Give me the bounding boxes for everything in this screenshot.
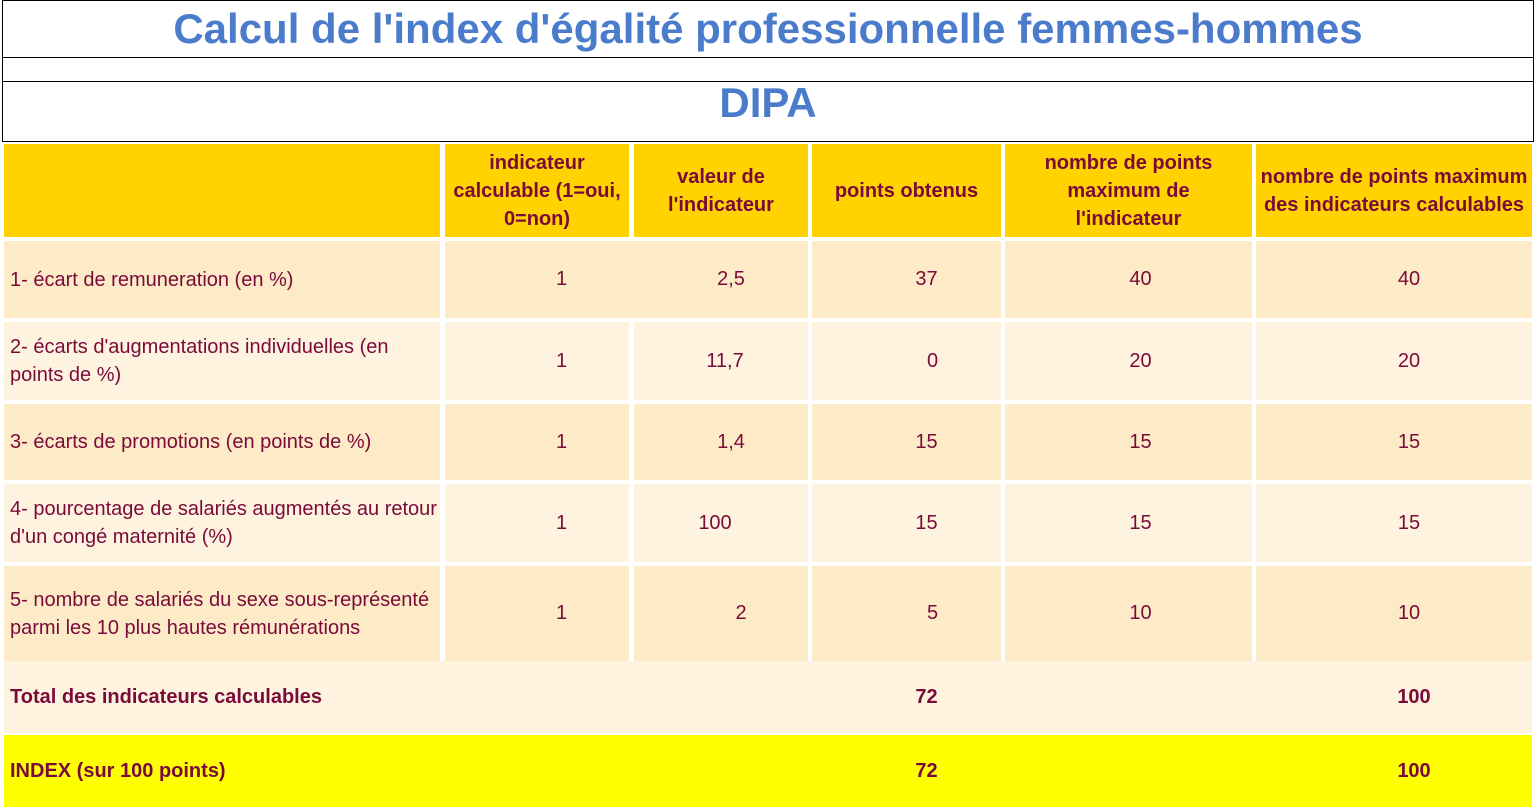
row-3-max: 15 — [1005, 404, 1252, 480]
row-5-calculable: 1 — [445, 566, 629, 661]
row-5-max-calculables: 10 — [1256, 566, 1532, 661]
row-4-max: 15 — [1005, 484, 1252, 562]
organization-bar: DIPA — [2, 82, 1534, 142]
page-title-bar: Calcul de l'index d'égalité professionne… — [2, 0, 1534, 58]
total-max-calculables: 100 — [1397, 685, 1431, 708]
row-5-points: 5 — [812, 566, 1001, 661]
row-4-calculable: 1 — [445, 484, 629, 562]
header-empty — [4, 144, 440, 237]
header-max: nombre de points maximum de l'indicateur — [1005, 144, 1252, 237]
row-1-points: 37 — [812, 241, 1001, 318]
row-3-points: 15 — [812, 404, 1001, 480]
row-2-valeur: 11,7 — [634, 322, 808, 400]
row-4-points: 15 — [812, 484, 1001, 562]
row-2-calculable: 1 — [445, 322, 629, 400]
row-3-valeur: 1,4 — [634, 404, 808, 480]
index-points: 72 — [915, 759, 938, 782]
row-3-max-calculables: 15 — [1256, 404, 1532, 480]
row-1-max: 40 — [1005, 241, 1252, 318]
header-max-calculables: nombre de points maximum des indicateurs… — [1256, 144, 1532, 237]
row-2-label: 2- écarts d'augmentations individuelles … — [4, 322, 440, 400]
page-title: Calcul de l'index d'égalité professionne… — [173, 5, 1363, 52]
total-row — [4, 661, 1532, 733]
total-points: 72 — [915, 685, 938, 708]
row-4-max-calculables: 15 — [1256, 484, 1532, 562]
spacer-row — [2, 58, 1534, 82]
row-2-points: 0 — [812, 322, 1001, 400]
row-2-max-calculables: 20 — [1256, 322, 1532, 400]
row-5-max: 10 — [1005, 566, 1252, 661]
row-2-max: 20 — [1005, 322, 1252, 400]
row-3-label: 3- écarts de promotions (en points de %) — [4, 404, 440, 480]
row-1-valeur: 2,5 — [634, 241, 808, 318]
total-label: Total des indicateurs calculables — [10, 686, 322, 708]
row-4-valeur: 100 — [634, 484, 808, 562]
header-valeur: valeur de l'indicateur — [634, 144, 808, 237]
row-1-max-calculables: 40 — [1256, 241, 1532, 318]
row-5-label: 5- nombre de salariés du sexe sous-repré… — [4, 566, 440, 661]
header-calculable: indicateur calculable (1=oui, 0=non) — [445, 144, 629, 237]
row-4-label: 4- pourcentage de salariés augmentés au … — [4, 484, 440, 562]
header-points: points obtenus — [812, 144, 1001, 237]
organization-name: DIPA — [719, 79, 817, 126]
index-row — [4, 735, 1532, 807]
row-1-label: 1- écart de remuneration (en %) — [4, 241, 440, 318]
row-5-valeur: 2 — [634, 566, 808, 661]
index-label: INDEX (sur 100 points) — [10, 760, 226, 782]
row-3-calculable: 1 — [445, 404, 629, 480]
index-max-calculables: 100 — [1397, 759, 1431, 782]
